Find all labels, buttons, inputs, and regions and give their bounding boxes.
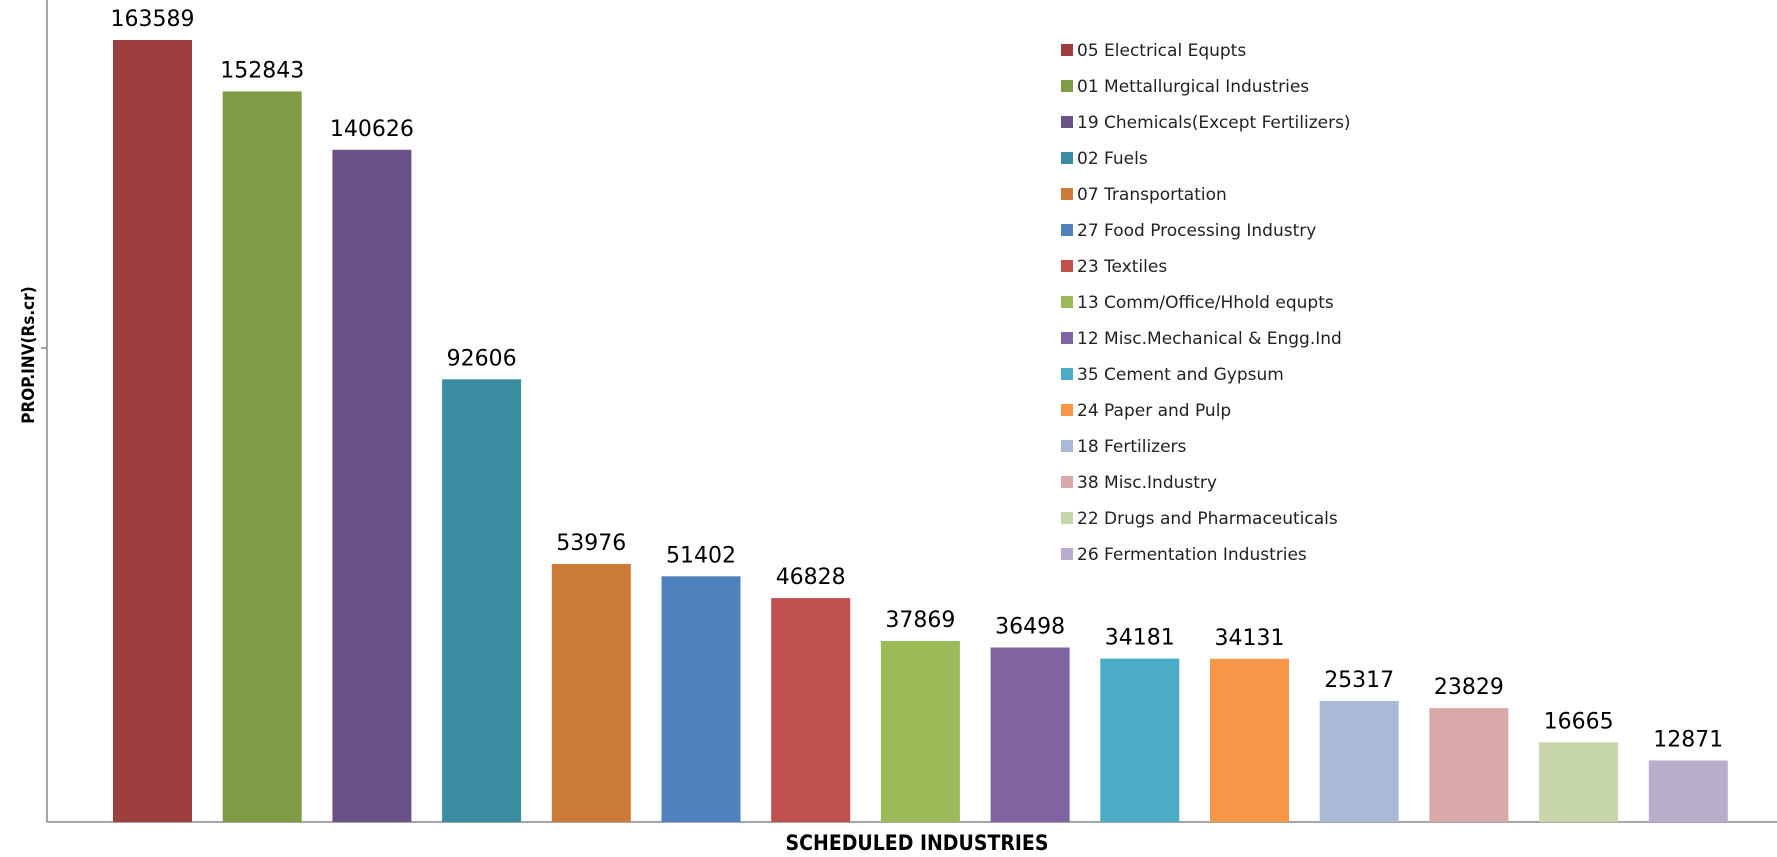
- data-label-8: 37869: [885, 608, 955, 633]
- data-label-2: 152843: [220, 58, 304, 83]
- legend-swatch-5: [1061, 188, 1073, 200]
- data-label-14: 16665: [1544, 709, 1614, 734]
- bar-5: [551, 564, 631, 822]
- bar-13: [1429, 708, 1509, 822]
- bar-14: [1539, 742, 1619, 822]
- bar-10: [1100, 658, 1180, 822]
- bar-1: [113, 40, 192, 822]
- y-axis-title: PROP.INV(Rs.cr): [19, 286, 39, 424]
- data-label-5: 53976: [556, 531, 626, 556]
- legend-label-2: 01 Mettallurgical Industries: [1077, 77, 1309, 97]
- legend-label-13: 38 Misc.Industry: [1077, 473, 1217, 493]
- bar-11: [1210, 658, 1289, 822]
- legend-label-6: 27 Food Processing Industry: [1077, 221, 1316, 241]
- legend-swatch-7: [1061, 260, 1073, 272]
- data-label-1: 163589: [111, 7, 195, 32]
- legend-label-8: 13 Comm/Office/Hhold equpts: [1077, 293, 1334, 313]
- bar-3: [332, 149, 412, 823]
- legend-swatch-8: [1061, 296, 1073, 308]
- legend-swatch-13: [1061, 476, 1073, 488]
- legend-swatch-14: [1061, 512, 1073, 524]
- data-label-9: 36498: [995, 615, 1065, 640]
- data-label-12: 25317: [1324, 668, 1394, 693]
- data-label-15: 12871: [1653, 728, 1723, 753]
- data-label-6: 51402: [666, 543, 736, 568]
- legend-swatch-10: [1061, 368, 1073, 380]
- x-axis-title: SCHEDULED INDUSTRIES: [786, 831, 1049, 855]
- legend-swatch-9: [1061, 332, 1073, 344]
- bar-6: [661, 576, 741, 822]
- legend: 05 Electrical Equpts 01 Mettallurgical In…: [1061, 41, 1351, 565]
- legend-swatch-2: [1061, 80, 1073, 92]
- data-labels: 163589 152843 140626 92606 53976 51402 46828 37…: [111, 7, 1724, 753]
- legend-label-9: 12 Misc.Mechanical & Engg.Ind: [1077, 329, 1342, 349]
- bar-8: [880, 641, 960, 822]
- legend-label-14: 22 Drugs and Pharmaceuticals: [1077, 509, 1338, 529]
- data-label-3: 140626: [330, 117, 414, 142]
- legend-swatch-12: [1061, 440, 1073, 452]
- legend-swatch-6: [1061, 224, 1073, 236]
- legend-label-10: 35 Cement and Gypsum: [1077, 365, 1284, 385]
- bars: [113, 40, 1728, 823]
- legend-label-5: 07 Transportation: [1077, 185, 1227, 205]
- legend-label-7: 23 Textiles: [1077, 257, 1167, 277]
- legend-swatch-11: [1061, 404, 1073, 416]
- bar-12: [1319, 701, 1399, 822]
- bar-9: [990, 647, 1070, 822]
- data-label-11: 34131: [1215, 626, 1285, 651]
- bar-2: [222, 91, 302, 822]
- data-label-10: 34181: [1105, 626, 1175, 651]
- bar-4: [442, 379, 522, 822]
- bar-15: [1648, 760, 1728, 822]
- legend-swatch-4: [1061, 152, 1073, 164]
- legend-swatch-1: [1061, 44, 1073, 56]
- data-label-4: 92606: [447, 346, 517, 371]
- legend-swatch-15: [1061, 548, 1073, 560]
- bar-7: [771, 598, 851, 822]
- legend-swatch-3: [1061, 116, 1073, 128]
- legend-label-1: 05 Electrical Equpts: [1077, 41, 1246, 61]
- legend-label-11: 24 Paper and Pulp: [1077, 401, 1231, 421]
- legend-label-12: 18 Fertilizers: [1077, 437, 1187, 457]
- legend-label-15: 26 Fermentation Industries: [1077, 545, 1307, 565]
- data-label-7: 46828: [776, 565, 846, 590]
- legend-label-3: 19 Chemicals(Except Fertilizers): [1077, 113, 1351, 133]
- data-label-13: 23829: [1434, 675, 1504, 700]
- legend-label-4: 02 Fuels: [1077, 149, 1148, 169]
